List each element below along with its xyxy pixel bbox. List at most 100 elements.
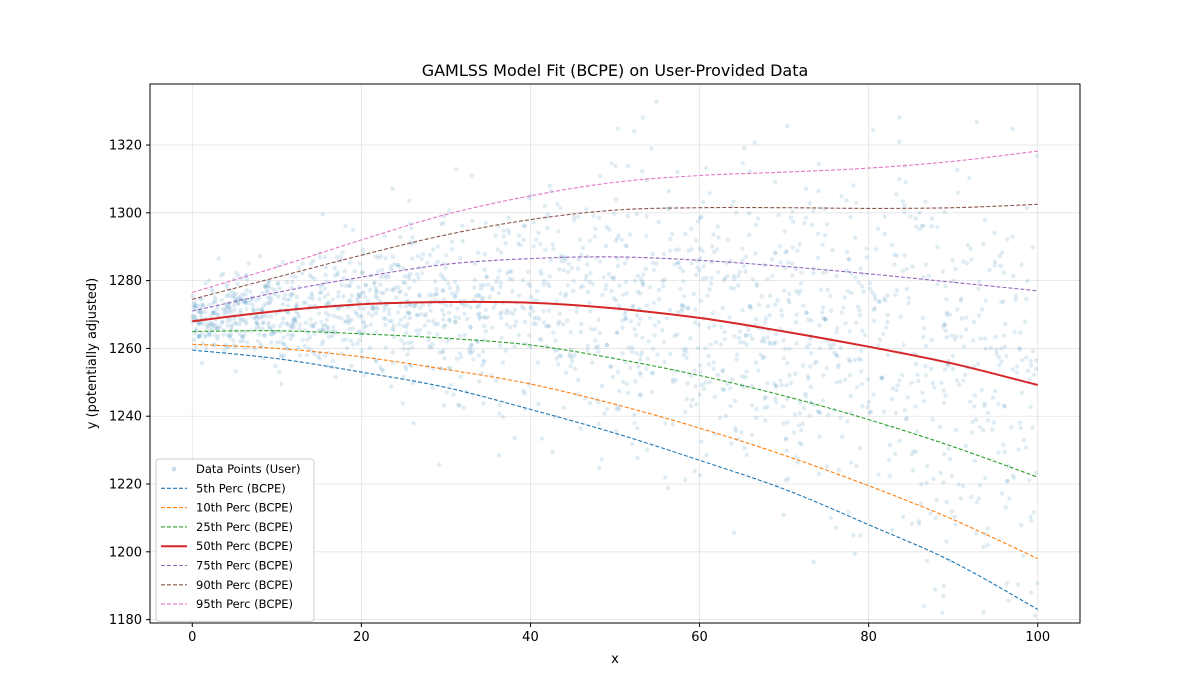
data-point: [281, 335, 286, 340]
data-point: [958, 296, 964, 301]
data-point: [823, 317, 828, 322]
data-point: [910, 264, 915, 269]
data-point: [536, 401, 541, 406]
data-point: [781, 512, 786, 518]
data-point: [440, 308, 445, 313]
data-point: [372, 280, 377, 285]
data-point: [818, 287, 824, 292]
data-point: [793, 371, 798, 376]
data-point: [395, 310, 400, 315]
legend-label: Data Points (User): [196, 462, 301, 476]
data-point: [462, 332, 467, 338]
data-point: [982, 401, 988, 407]
data-point: [484, 274, 489, 279]
data-point: [276, 294, 281, 299]
data-point: [721, 388, 727, 393]
data-point: [335, 314, 340, 320]
data-point: [205, 323, 211, 328]
data-point: [521, 237, 526, 242]
data-point: [697, 473, 703, 478]
data-point: [512, 344, 517, 349]
data-point: [864, 246, 869, 251]
data-point: [320, 338, 326, 344]
data-point: [1002, 403, 1007, 409]
data-point: [782, 266, 788, 271]
data-point: [326, 350, 331, 355]
data-point: [715, 372, 721, 378]
data-point: [517, 293, 522, 298]
data-point: [212, 294, 217, 300]
data-point: [820, 242, 825, 248]
data-point: [411, 420, 416, 426]
data-point: [506, 230, 512, 236]
data-point: [490, 287, 495, 293]
data-point: [744, 452, 749, 458]
data-point: [963, 372, 968, 378]
data-point: [710, 310, 715, 316]
data-point: [689, 226, 694, 232]
data-point: [326, 300, 331, 305]
data-point: [197, 321, 202, 327]
data-point: [711, 366, 716, 371]
data-point: [243, 298, 248, 304]
data-point: [769, 257, 775, 262]
data-point: [980, 307, 985, 312]
data-point: [541, 282, 546, 287]
data-point: [876, 226, 881, 232]
data-point: [613, 197, 619, 202]
data-point: [361, 325, 367, 330]
data-point: [317, 290, 323, 295]
data-point: [797, 400, 803, 405]
data-point: [405, 321, 410, 327]
data-point: [639, 349, 645, 355]
data-point: [200, 304, 205, 309]
data-point: [507, 269, 512, 274]
y-tick-label: 1280: [109, 274, 142, 289]
data-point: [341, 293, 346, 299]
data-point: [811, 208, 816, 214]
data-point: [397, 289, 402, 294]
data-point: [235, 281, 240, 286]
data-point: [1023, 445, 1029, 450]
data-point: [1013, 293, 1019, 299]
data-point: [651, 370, 656, 375]
data-point: [236, 294, 242, 300]
data-point: [461, 405, 466, 410]
data-point: [720, 305, 725, 310]
data-point: [959, 316, 964, 321]
data-point: [285, 297, 290, 303]
data-point: [742, 445, 747, 451]
data-point: [631, 303, 636, 308]
data-point: [635, 425, 640, 431]
data-point: [818, 410, 823, 416]
data-point: [490, 285, 495, 290]
data-point: [343, 319, 348, 325]
data-point: [417, 328, 423, 333]
data-point: [465, 316, 470, 322]
data-point: [212, 323, 217, 329]
data-point: [365, 299, 371, 304]
data-point: [801, 303, 806, 308]
data-point: [900, 514, 906, 520]
data-point: [783, 437, 788, 442]
data-point: [254, 320, 259, 326]
data-point: [379, 367, 385, 372]
data-point: [555, 347, 560, 352]
data-point: [1010, 473, 1016, 478]
data-point: [723, 413, 728, 419]
data-point: [408, 271, 413, 277]
data-point: [783, 250, 788, 255]
data-point: [877, 337, 883, 342]
data-point: [1012, 329, 1017, 335]
data-point: [500, 414, 505, 420]
data-point: [253, 314, 259, 319]
data-point: [1009, 425, 1014, 430]
data-point: [794, 288, 799, 294]
data-point: [635, 273, 641, 279]
data-point: [1011, 475, 1017, 481]
data-point: [588, 270, 593, 276]
data-point: [844, 249, 850, 254]
data-point: [387, 311, 392, 316]
data-point: [811, 559, 816, 565]
data-point: [324, 330, 329, 336]
